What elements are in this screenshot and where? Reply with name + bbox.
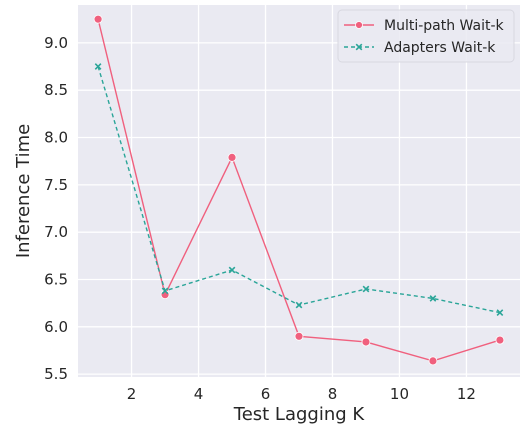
data-point-marker: [93, 14, 103, 24]
x-tick-label: 6: [261, 385, 271, 403]
legend-marker-multi-path: [355, 21, 363, 29]
legend-label-adapters: Adapters Wait-k: [384, 40, 496, 56]
y-tick-label: 8.0: [44, 129, 68, 147]
tick-labels: 2 4 6 8 10 12 5.5 6.0 6.5 7.0 7.5 8.0 8.5 9.0: [44, 34, 476, 403]
x-tick-label: 12: [457, 385, 476, 403]
y-tick-label: 6.5: [44, 271, 68, 289]
legend: Multi-path Wait-k Adapters Wait-k: [337, 9, 515, 63]
y-axis-label: Inference Time: [13, 124, 34, 258]
legend-item-adapters: Adapters Wait-k: [344, 40, 496, 56]
data-point-marker: [94, 63, 102, 70]
x-tick-label: 10: [390, 385, 409, 403]
y-tick-label: 8.5: [44, 81, 68, 99]
series-layer: [93, 14, 505, 366]
legend-box: [337, 9, 515, 63]
y-tick-label: 7.5: [44, 176, 68, 194]
data-point-marker: [295, 301, 303, 309]
data-point-marker: [361, 337, 371, 347]
legend-item-multi-path: Multi-path Wait-k: [344, 18, 505, 34]
data-point-marker: [429, 295, 437, 302]
data-point-marker: [294, 331, 304, 341]
x-tick-label: 4: [194, 385, 204, 403]
legend-label-multi-path: Multi-path Wait-k: [384, 18, 505, 34]
y-tick-label: 5.5: [44, 365, 68, 383]
data-point-marker: [428, 356, 438, 366]
x-axis-label: Test Lagging K: [233, 404, 366, 425]
x-tick-label: 8: [328, 385, 338, 403]
data-point-marker: [496, 309, 504, 316]
y-tick-label: 6.0: [44, 318, 68, 336]
legend-marker-adapters: [355, 43, 363, 51]
data-point-marker: [161, 287, 169, 295]
grid-lines: [78, 5, 520, 377]
x-tick-label: 2: [127, 385, 137, 403]
y-tick-label: 9.0: [44, 34, 68, 52]
y-tick-label: 7.0: [44, 223, 68, 241]
data-point-marker: [227, 152, 237, 162]
data-point-marker: [228, 266, 236, 274]
data-point-marker: [495, 335, 505, 345]
data-point-marker: [362, 285, 370, 293]
plot-background: [78, 5, 520, 377]
